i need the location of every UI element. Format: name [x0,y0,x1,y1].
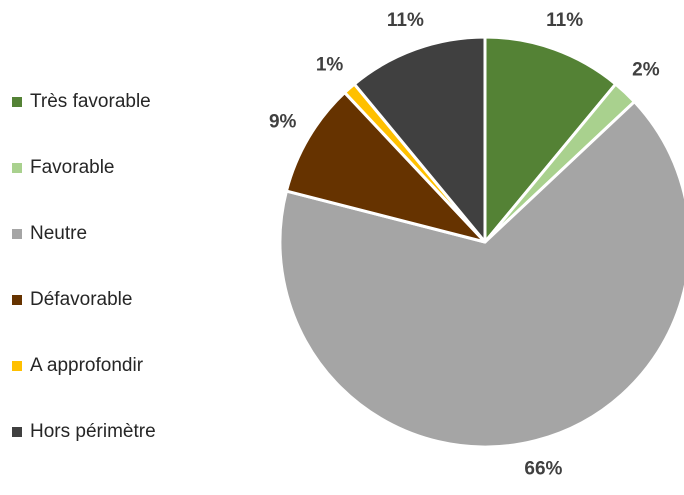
data-label: 66% [524,459,562,480]
legend-swatch [12,295,22,305]
pie-slice [483,35,618,244]
legend-label: Neutre [30,223,87,244]
pie-slice [352,35,487,244]
legend-swatch [12,427,22,437]
legend-swatch [12,361,22,371]
legend-label: A approfondir [30,355,144,376]
legend-label: Très favorable [30,91,151,112]
data-label: 1% [316,55,344,76]
pie-slice [284,91,487,244]
data-label: 11% [546,10,583,31]
legend-swatch [12,163,22,173]
data-label: 11% [387,10,424,31]
pie-slice [278,100,684,449]
data-label: 2% [632,60,660,81]
data-label: 9% [269,111,297,132]
legend-label: Favorable [30,157,115,178]
legend-swatch [12,229,22,239]
legend-label: Hors périmètre [30,421,156,442]
legend-swatch [12,97,22,107]
legend-label: Défavorable [30,289,132,310]
